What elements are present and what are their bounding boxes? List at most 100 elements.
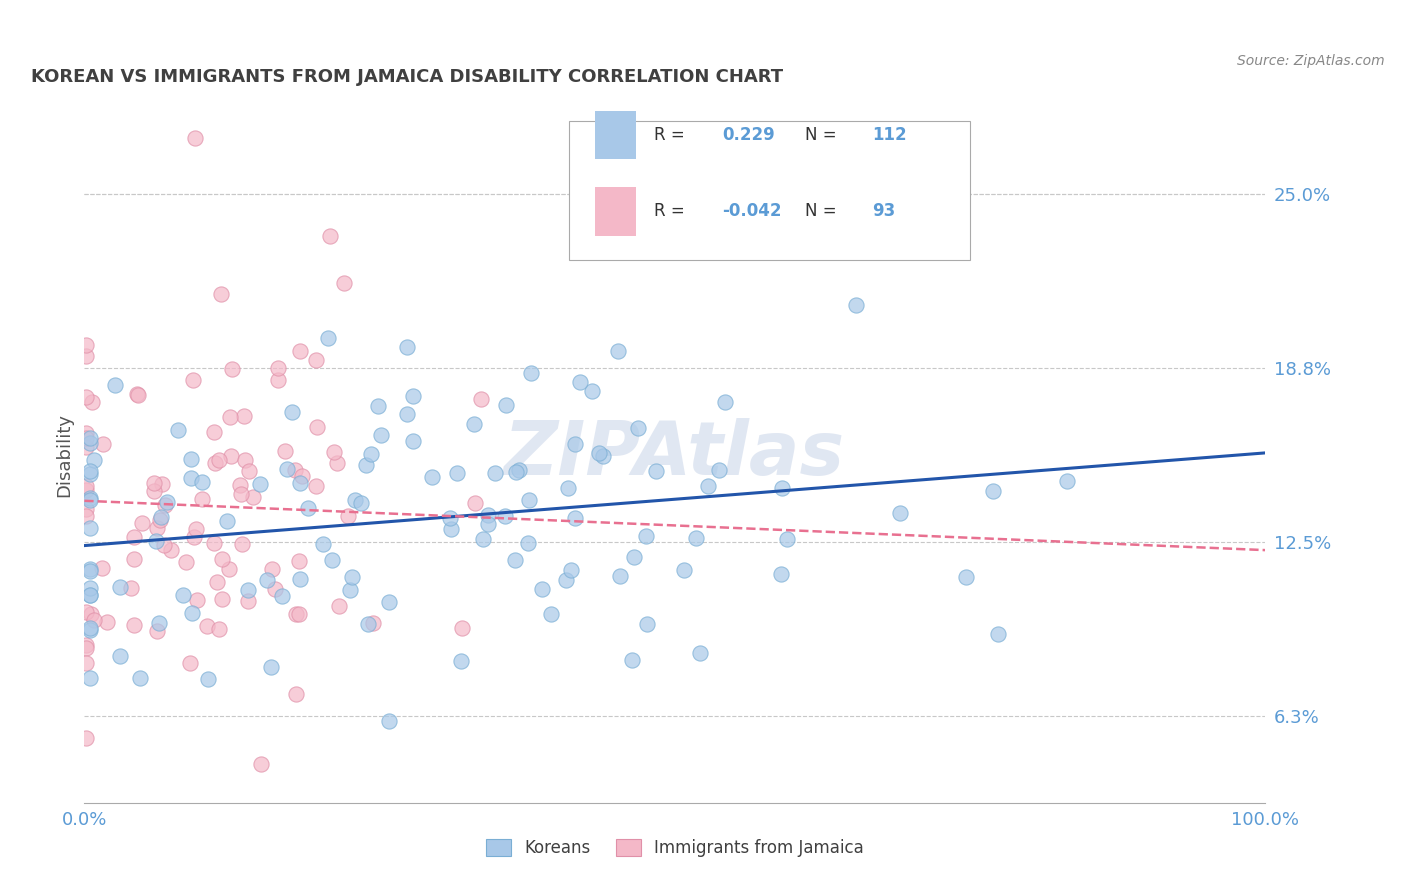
Point <box>186 593 208 607</box>
Point <box>249 476 271 491</box>
Point <box>204 457 226 471</box>
Point <box>205 575 228 590</box>
Point <box>143 483 166 498</box>
Point <box>344 492 367 507</box>
Point <box>288 607 311 621</box>
Text: R =: R = <box>654 126 685 144</box>
Point <box>274 444 297 458</box>
Point <box>581 384 603 398</box>
Point <box>450 654 472 668</box>
Point <box>180 606 202 620</box>
Point <box>259 659 281 673</box>
Point <box>370 428 392 442</box>
Point <box>607 344 630 359</box>
Point <box>267 361 290 376</box>
Point <box>288 572 311 586</box>
Point <box>149 512 172 526</box>
Point <box>191 491 214 506</box>
Point <box>531 582 554 597</box>
Point <box>357 616 380 631</box>
Point <box>79 435 101 450</box>
Point <box>395 339 418 353</box>
Point <box>202 536 225 550</box>
Point <box>321 553 343 567</box>
Point <box>79 491 101 505</box>
Point <box>122 617 145 632</box>
Point <box>202 425 225 440</box>
Point <box>79 492 101 507</box>
Point <box>560 563 582 577</box>
Point <box>75 431 97 445</box>
Point <box>122 530 145 544</box>
Point <box>981 483 1004 498</box>
Point <box>238 582 260 597</box>
Point <box>184 131 207 145</box>
Point <box>463 417 485 432</box>
Point <box>707 463 730 477</box>
Point <box>122 552 145 566</box>
Point <box>620 653 643 667</box>
Point <box>75 390 97 404</box>
Point <box>104 378 127 392</box>
Point <box>75 640 97 655</box>
Point <box>80 607 103 622</box>
Point <box>91 437 114 451</box>
Point <box>120 581 142 595</box>
Point <box>183 373 205 387</box>
Point <box>160 543 183 558</box>
Point <box>264 582 287 596</box>
Point <box>495 398 517 412</box>
Point <box>557 481 579 495</box>
Point <box>555 573 578 587</box>
Point <box>211 591 233 606</box>
Point <box>568 375 591 389</box>
Point <box>148 615 170 630</box>
Point <box>75 483 97 497</box>
Point <box>336 509 359 524</box>
Point <box>276 462 298 476</box>
Point <box>183 530 205 544</box>
Point <box>689 646 711 660</box>
Point <box>75 338 97 352</box>
Point <box>75 638 97 652</box>
Point <box>367 399 389 413</box>
Point <box>211 552 233 566</box>
Point <box>446 466 468 480</box>
Point <box>221 449 243 463</box>
Point <box>145 521 167 535</box>
Point <box>266 373 288 387</box>
Text: N =: N = <box>804 126 837 144</box>
Text: Source: ZipAtlas.com: Source: ZipAtlas.com <box>1237 54 1385 68</box>
Point <box>150 509 173 524</box>
Point <box>326 457 349 471</box>
Point <box>516 536 538 550</box>
Point <box>75 425 97 440</box>
Point <box>889 506 911 520</box>
Text: ZIPAtlas: ZIPAtlas <box>505 418 845 491</box>
Point <box>238 464 260 478</box>
Point <box>79 464 101 478</box>
Point <box>153 538 176 552</box>
Point <box>184 522 207 536</box>
Point <box>471 533 494 547</box>
Point <box>319 229 342 244</box>
Text: 112: 112 <box>872 126 907 144</box>
Point <box>75 349 97 363</box>
FancyBboxPatch shape <box>595 111 636 159</box>
Point <box>75 479 97 493</box>
Point <box>508 463 530 477</box>
Point <box>180 471 202 485</box>
Point <box>174 555 197 569</box>
Point <box>627 421 650 435</box>
Point <box>208 622 231 636</box>
Point <box>108 580 131 594</box>
Point <box>450 621 472 635</box>
Point <box>127 387 149 401</box>
Point <box>503 552 526 566</box>
Point <box>284 688 307 702</box>
Point <box>770 567 793 582</box>
Point <box>108 648 131 663</box>
Point <box>304 479 326 493</box>
Point <box>439 511 461 525</box>
Point <box>463 495 485 509</box>
